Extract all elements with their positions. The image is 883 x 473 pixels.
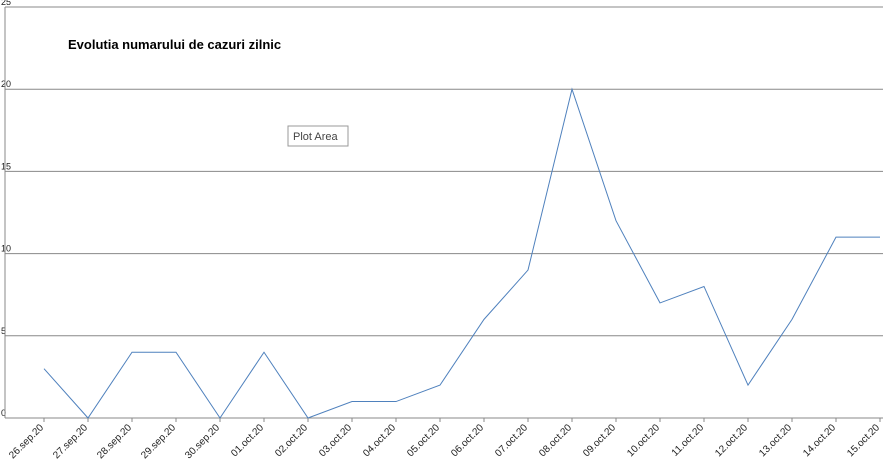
x-tick-label: 08.oct.20 xyxy=(537,422,574,459)
x-tick-label: 27.sep.20 xyxy=(51,422,90,461)
x-tick-label: 11.oct.20 xyxy=(670,422,707,459)
x-tick-label: 28.sep.20 xyxy=(95,422,134,461)
x-tick-label: 13.oct.20 xyxy=(757,422,794,459)
x-tick-label: 02.oct.20 xyxy=(273,422,310,459)
y-tick-label: 10 xyxy=(1,244,11,254)
series-line xyxy=(43,87,880,419)
y-tick-label: 5 xyxy=(1,326,6,336)
tooltip: Plot Area xyxy=(293,131,339,143)
x-tick-label: 30.sep.20 xyxy=(183,422,222,461)
x-tick-label: 09.oct.20 xyxy=(581,422,618,459)
chart-title: Evolutia numarului de cazuri zilnic xyxy=(68,37,281,52)
x-tick-label: 29.sep.20 xyxy=(139,422,178,461)
y-tick-label: 25 xyxy=(1,0,11,7)
tooltip-box xyxy=(287,125,349,147)
x-tick-label: 15.oct.20 xyxy=(845,422,882,459)
x-tick-label: 04.oct.20 xyxy=(361,422,398,459)
x-tick-label: 07.oct.20 xyxy=(493,422,530,459)
x-tick-label: 03.oct.20 xyxy=(317,422,354,459)
x-tick-label: 26.sep.20 xyxy=(7,422,46,461)
x-tick-label: 12.oct.20 xyxy=(713,422,750,459)
y-tick-label: 20 xyxy=(1,79,11,89)
x-tick-label: 14.oct.20 xyxy=(801,422,838,459)
x-tick-label: 10.oct.20 xyxy=(625,422,662,459)
x-tick-label: 05.oct.20 xyxy=(405,422,442,459)
x-tick-label: 01.oct.20 xyxy=(229,422,266,459)
x-tick-label: 06.oct.20 xyxy=(449,422,486,459)
y-tick-label: 15 xyxy=(1,161,11,171)
y-tick-label: 0 xyxy=(1,408,6,418)
